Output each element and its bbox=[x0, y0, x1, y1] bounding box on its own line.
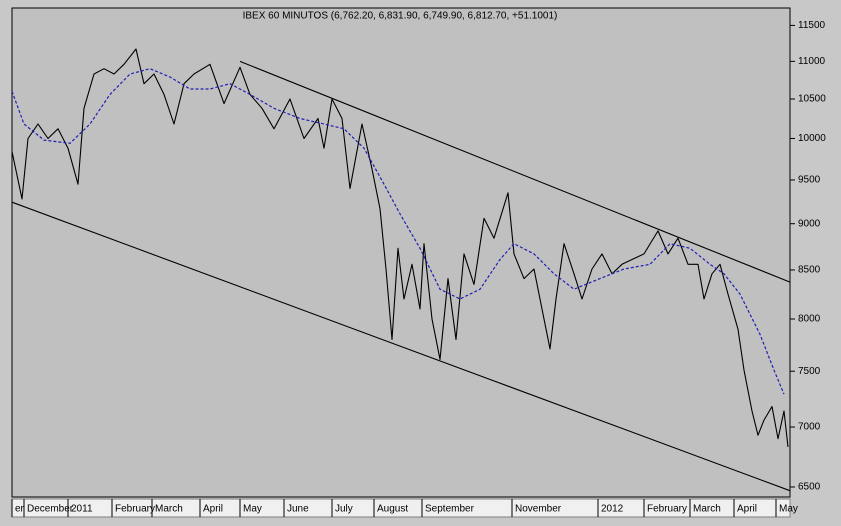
y-tick-label: 6500 bbox=[798, 482, 821, 493]
x-tick-label: July bbox=[335, 504, 353, 515]
x-tick-label: February bbox=[647, 504, 687, 515]
y-tick-label: 9000 bbox=[798, 218, 821, 229]
x-tick-label: June bbox=[287, 504, 309, 515]
plot-area bbox=[11, 7, 791, 498]
series-line bbox=[11, 68, 785, 395]
x-tick-label: March bbox=[693, 504, 721, 515]
y-tick-label: 10500 bbox=[798, 94, 826, 105]
x-tick-label: May bbox=[779, 504, 798, 515]
y-tick-label: 8000 bbox=[798, 314, 821, 325]
series-line bbox=[11, 48, 789, 447]
x-tick-label: March bbox=[155, 504, 183, 515]
x-tick-label: April bbox=[737, 504, 757, 515]
x-tick-label: April bbox=[203, 504, 223, 515]
x-tick-label: November bbox=[515, 504, 562, 515]
x-tick-label: August bbox=[377, 504, 408, 515]
x-tick-label: February bbox=[115, 504, 155, 515]
chart-title: IBEX 60 MINUTOS (6,762.20, 6,831.90, 6,7… bbox=[243, 11, 558, 22]
x-tick-label: er bbox=[15, 504, 25, 515]
y-tick-label: 7500 bbox=[798, 366, 821, 377]
y-tick-label: 11500 bbox=[798, 20, 826, 31]
series-line bbox=[11, 201, 791, 492]
x-tick-label: May bbox=[243, 504, 262, 515]
x-tick-label: December bbox=[27, 504, 74, 515]
y-tick-label: 11000 bbox=[798, 56, 826, 67]
y-tick-label: 8500 bbox=[798, 265, 821, 276]
y-tick-label: 9500 bbox=[798, 175, 821, 186]
x-tick-label: 2012 bbox=[601, 504, 624, 515]
y-tick-label: 10000 bbox=[798, 133, 826, 144]
series-line bbox=[239, 60, 791, 283]
y-tick-label: 7000 bbox=[798, 422, 821, 433]
x-tick-label: September bbox=[425, 504, 475, 515]
x-tick-label: 2011 bbox=[71, 504, 93, 515]
